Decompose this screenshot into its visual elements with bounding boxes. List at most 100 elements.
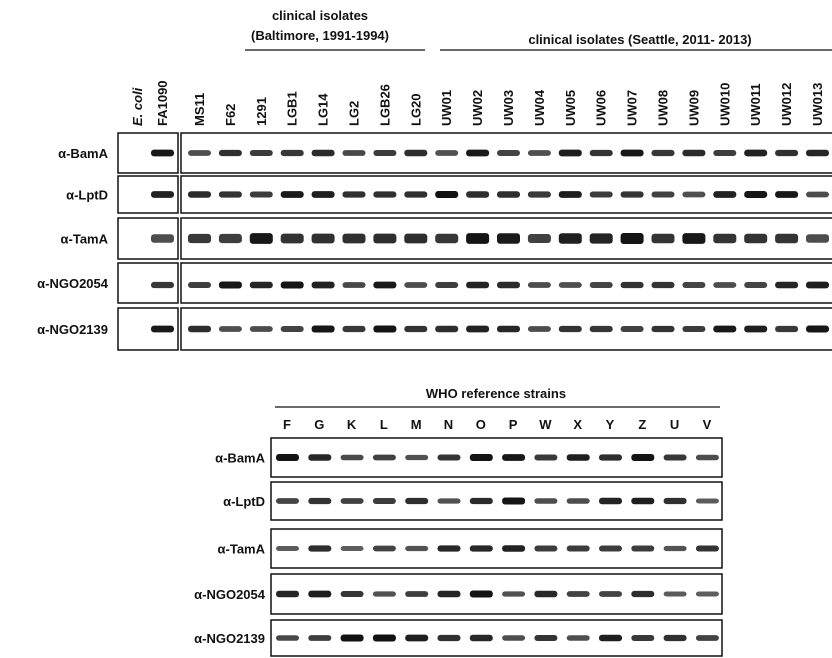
band — [342, 150, 366, 156]
band — [558, 191, 582, 198]
blot-box — [270, 437, 723, 478]
band — [806, 234, 829, 243]
band — [311, 233, 335, 244]
band — [435, 233, 459, 244]
row-label: α-TamA — [61, 232, 109, 247]
band — [631, 635, 655, 641]
band — [631, 454, 655, 461]
band — [218, 326, 242, 332]
blot-box — [117, 132, 179, 174]
band — [502, 635, 526, 641]
band — [437, 545, 461, 552]
band — [497, 281, 520, 289]
band — [497, 191, 520, 198]
band — [249, 191, 273, 198]
band — [806, 281, 829, 289]
band — [663, 545, 687, 552]
band — [620, 325, 644, 333]
band — [340, 545, 364, 552]
lane-label: UW013 — [810, 83, 825, 126]
band — [342, 233, 366, 244]
row-label: α-NGO2139 — [194, 631, 265, 646]
band — [151, 325, 174, 333]
band — [372, 498, 396, 504]
lane-label: UW08 — [656, 90, 671, 126]
band — [188, 191, 211, 198]
lane-label: V — [703, 417, 712, 432]
lane-label: UW011 — [748, 83, 763, 126]
band — [151, 234, 174, 243]
band — [340, 590, 364, 598]
band — [311, 281, 335, 289]
band — [188, 150, 211, 156]
lane-label: UW04 — [532, 89, 547, 126]
band — [631, 590, 655, 598]
band — [404, 149, 428, 157]
band — [280, 281, 304, 289]
band — [405, 634, 429, 642]
band — [497, 150, 520, 156]
band — [435, 150, 459, 156]
band — [466, 233, 490, 244]
band — [713, 325, 737, 333]
lane-label: LG2 — [347, 101, 362, 126]
lane-label: O — [476, 417, 486, 432]
band — [775, 191, 799, 198]
band — [188, 325, 211, 333]
band — [558, 149, 582, 157]
band — [527, 191, 551, 198]
band — [620, 281, 644, 289]
lane-label: UW02 — [470, 90, 485, 126]
row-label: α-TamA — [218, 542, 266, 557]
band — [280, 191, 304, 198]
band — [404, 282, 428, 288]
lane-label: UW01 — [439, 90, 454, 126]
lane-label: UW03 — [501, 90, 516, 126]
band — [373, 191, 397, 198]
lane-label: UW09 — [686, 90, 701, 126]
band — [342, 325, 366, 333]
band — [308, 545, 332, 552]
band — [151, 281, 174, 289]
lane-label: F62 — [223, 104, 238, 126]
band — [599, 591, 622, 597]
band — [218, 233, 242, 244]
band — [466, 191, 490, 198]
band — [405, 591, 429, 597]
band — [775, 233, 799, 244]
band — [404, 233, 428, 244]
band — [372, 454, 396, 461]
band — [599, 545, 622, 552]
row-label: α-NGO2139 — [37, 322, 108, 337]
band — [558, 282, 582, 288]
band — [744, 233, 768, 244]
band — [806, 191, 829, 198]
band — [534, 454, 558, 461]
lane-label: LGB1 — [285, 91, 300, 126]
band — [682, 149, 706, 157]
band — [308, 454, 332, 461]
lane-label: LG20 — [408, 93, 423, 126]
blot-box — [117, 217, 179, 260]
lane-label: Z — [638, 417, 646, 432]
band — [534, 590, 558, 598]
band — [249, 326, 273, 332]
band — [527, 234, 551, 243]
band — [631, 497, 655, 505]
band — [280, 233, 304, 244]
band — [527, 150, 551, 156]
band — [308, 590, 332, 598]
blot-box — [270, 481, 723, 521]
header: clinical isolates — [272, 8, 368, 23]
band — [566, 454, 590, 461]
band — [589, 191, 613, 198]
band — [744, 191, 768, 198]
band — [806, 325, 829, 333]
band — [437, 634, 461, 642]
band — [682, 282, 706, 288]
band — [151, 149, 174, 157]
band — [663, 454, 687, 461]
band — [404, 325, 428, 333]
band — [534, 634, 558, 642]
blot-box — [180, 175, 832, 214]
